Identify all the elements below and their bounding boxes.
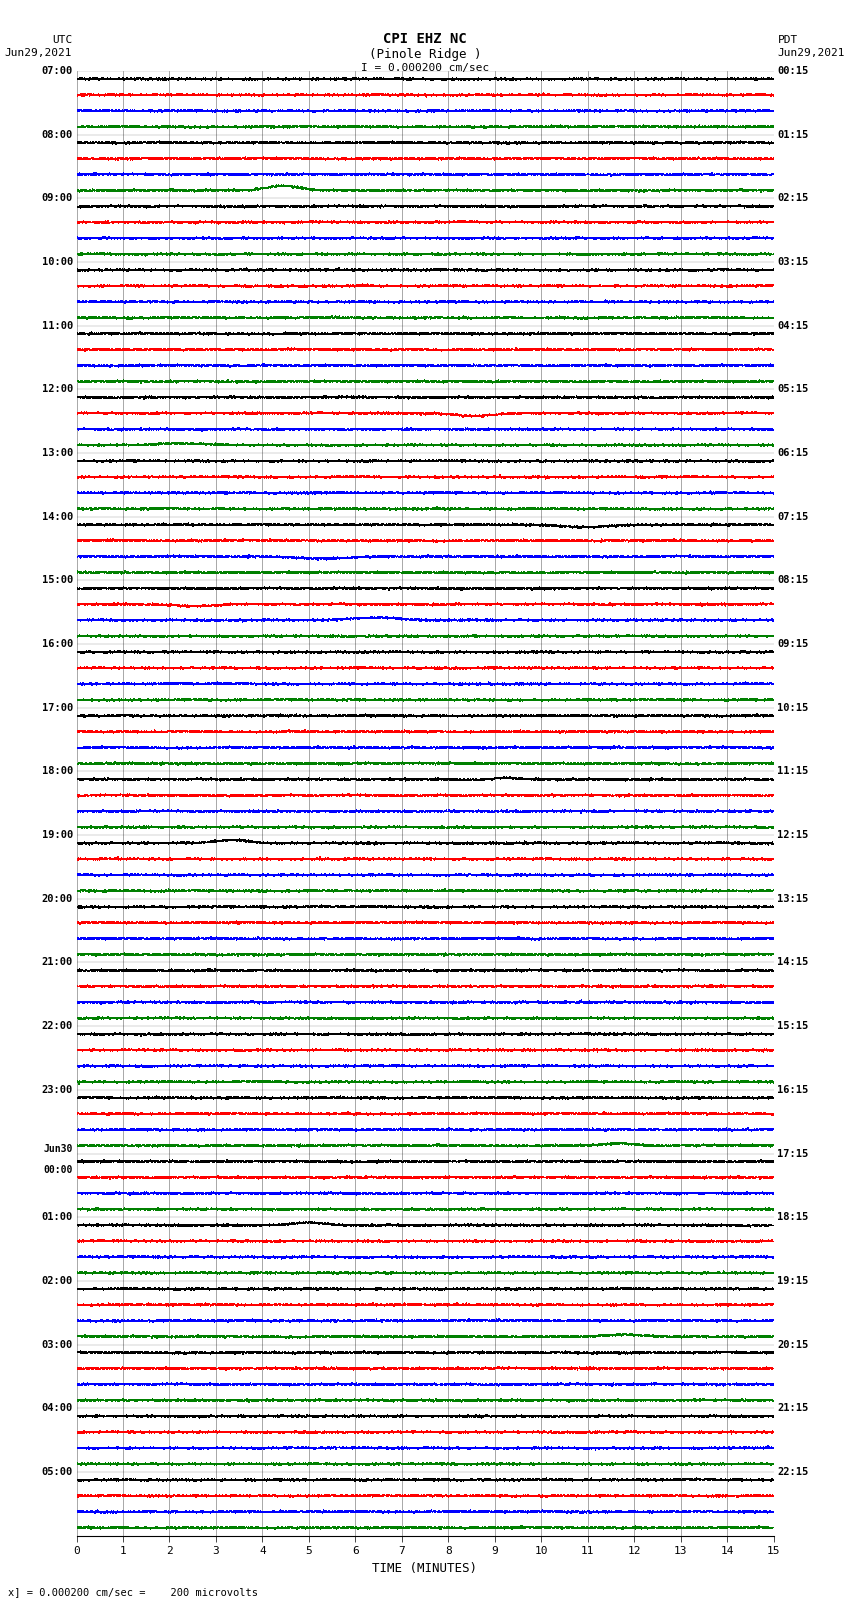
Text: 10:15: 10:15 [777,703,808,713]
Text: CPI EHZ NC: CPI EHZ NC [383,32,467,47]
Text: 14:00: 14:00 [42,511,73,521]
Text: 21:00: 21:00 [42,958,73,968]
Text: 16:00: 16:00 [42,639,73,648]
Text: 23:00: 23:00 [42,1086,73,1095]
Text: 18:00: 18:00 [42,766,73,776]
Text: 09:15: 09:15 [777,639,808,648]
Text: Jun29,2021: Jun29,2021 [778,48,845,58]
Text: 21:15: 21:15 [777,1403,808,1413]
Text: 18:15: 18:15 [777,1213,808,1223]
Text: 07:00: 07:00 [42,66,73,76]
Text: 05:00: 05:00 [42,1466,73,1478]
Text: 08:15: 08:15 [777,576,808,586]
Text: 05:15: 05:15 [777,384,808,394]
Text: 22:00: 22:00 [42,1021,73,1031]
Text: 09:00: 09:00 [42,194,73,203]
Text: 02:15: 02:15 [777,194,808,203]
Text: 16:15: 16:15 [777,1086,808,1095]
Text: 02:00: 02:00 [42,1276,73,1286]
Text: Jun30: Jun30 [43,1144,73,1153]
Text: 00:15: 00:15 [777,66,808,76]
Text: 19:15: 19:15 [777,1276,808,1286]
Text: 03:15: 03:15 [777,256,808,268]
Text: 19:00: 19:00 [42,831,73,840]
Text: 20:00: 20:00 [42,894,73,903]
Text: PDT: PDT [778,35,798,45]
Text: 12:15: 12:15 [777,831,808,840]
Text: 10:00: 10:00 [42,256,73,268]
Text: 08:00: 08:00 [42,129,73,140]
Text: I = 0.000200 cm/sec: I = 0.000200 cm/sec [361,63,489,73]
Text: 11:00: 11:00 [42,321,73,331]
Text: 13:00: 13:00 [42,448,73,458]
Text: 13:15: 13:15 [777,894,808,903]
Text: 20:15: 20:15 [777,1339,808,1350]
Text: 07:15: 07:15 [777,511,808,521]
Text: 22:15: 22:15 [777,1466,808,1478]
Text: 17:00: 17:00 [42,703,73,713]
Text: 04:15: 04:15 [777,321,808,331]
Text: 06:15: 06:15 [777,448,808,458]
Text: 00:00: 00:00 [43,1165,73,1176]
Text: UTC: UTC [52,35,72,45]
Text: 03:00: 03:00 [42,1339,73,1350]
Text: 15:15: 15:15 [777,1021,808,1031]
Text: 15:00: 15:00 [42,576,73,586]
Text: 12:00: 12:00 [42,384,73,394]
Text: Jun29,2021: Jun29,2021 [5,48,72,58]
Text: 04:00: 04:00 [42,1403,73,1413]
Text: 01:00: 01:00 [42,1213,73,1223]
Text: 14:15: 14:15 [777,958,808,968]
Text: 17:15: 17:15 [777,1148,808,1158]
Text: 01:15: 01:15 [777,129,808,140]
Text: (Pinole Ridge ): (Pinole Ridge ) [369,48,481,61]
X-axis label: TIME (MINUTES): TIME (MINUTES) [372,1561,478,1574]
Text: x] = 0.000200 cm/sec =    200 microvolts: x] = 0.000200 cm/sec = 200 microvolts [8,1587,258,1597]
Text: 11:15: 11:15 [777,766,808,776]
